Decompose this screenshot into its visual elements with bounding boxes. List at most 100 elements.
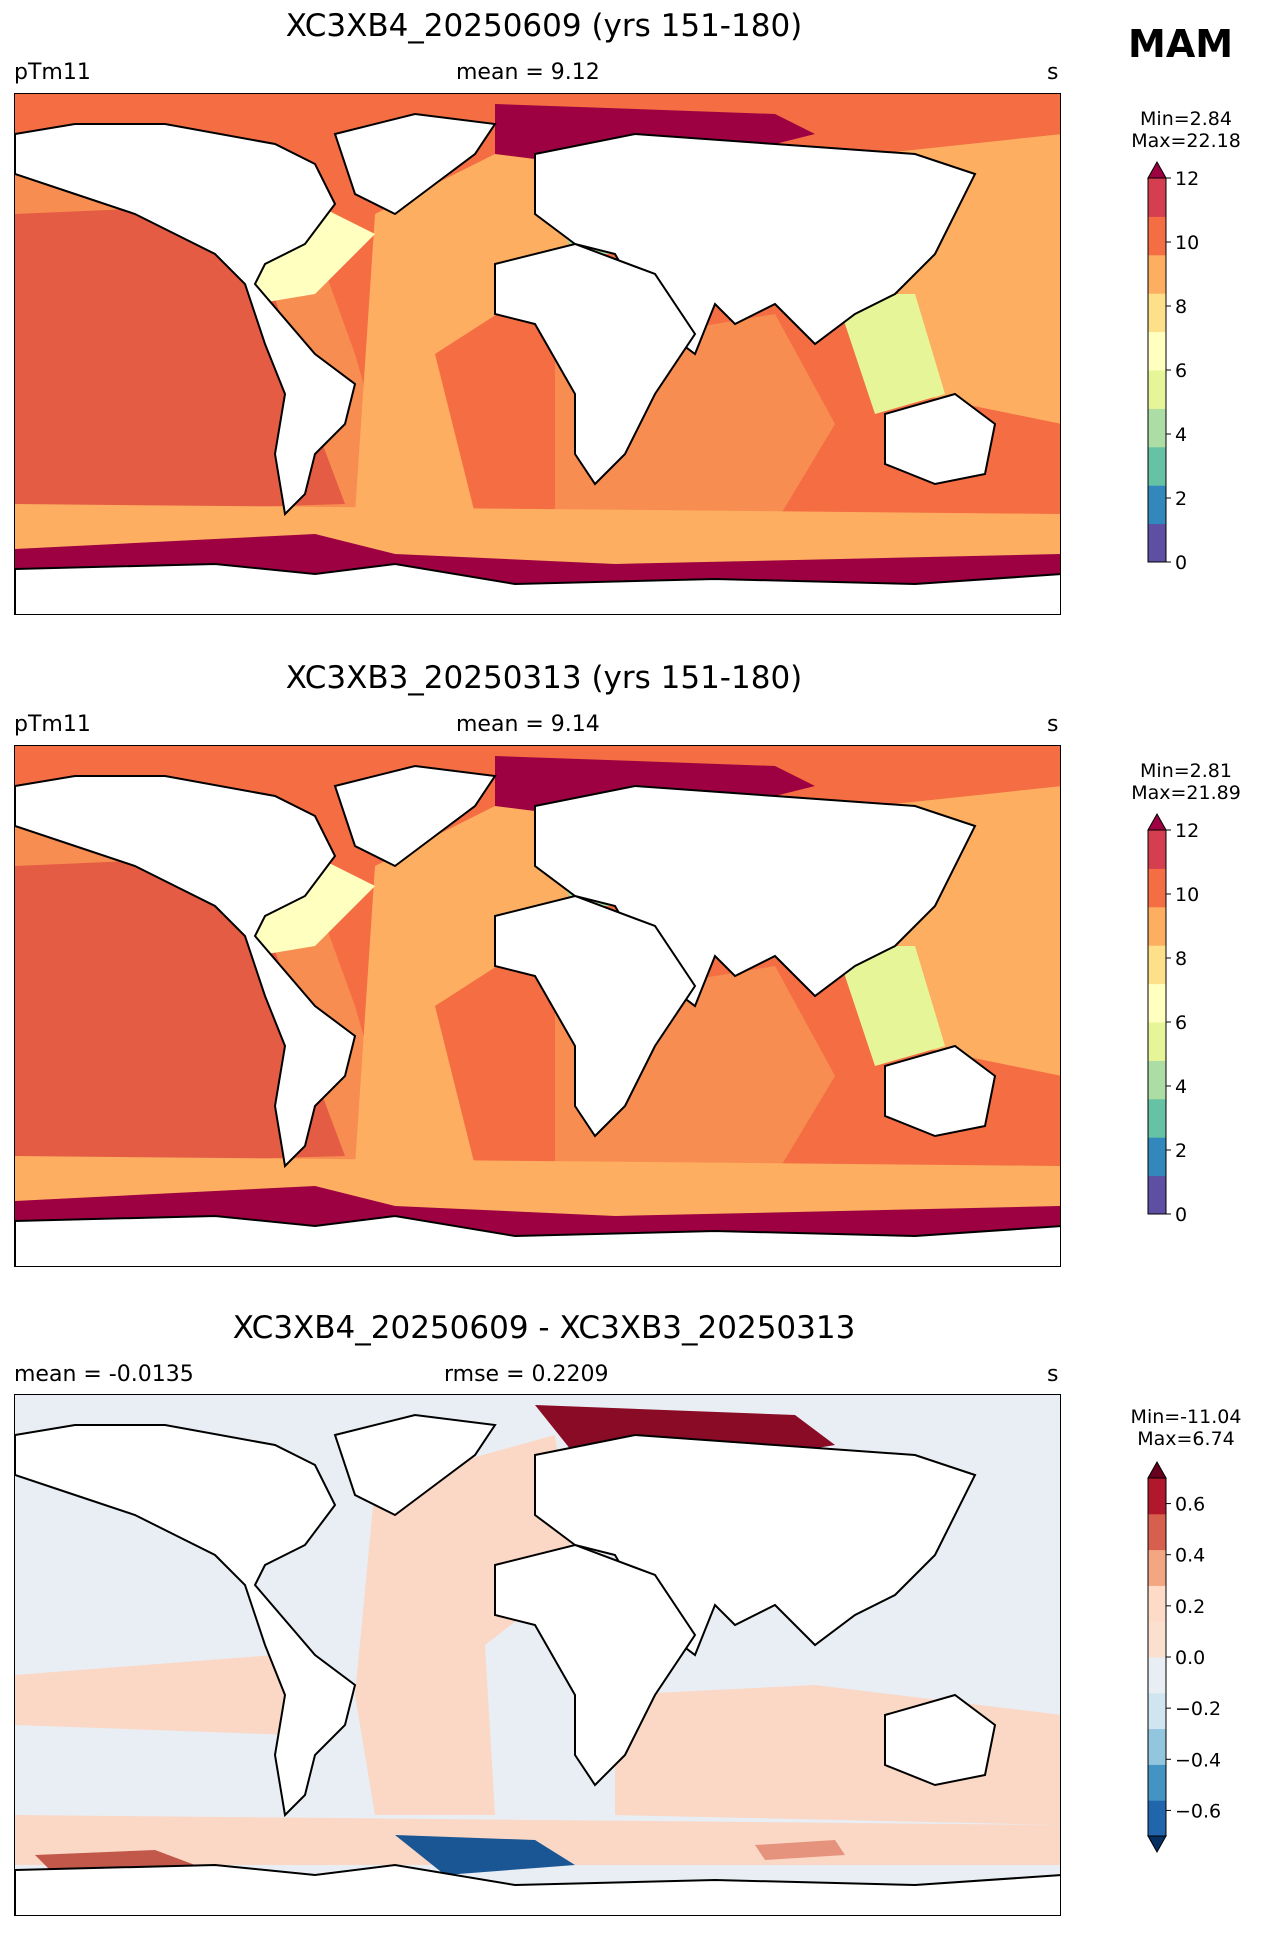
colorbar-tick-label: 8 (1175, 948, 1187, 970)
colorbar-segment (1148, 1800, 1166, 1837)
colorbar-tick-label: 0.2 (1175, 1596, 1205, 1618)
africa-land (494, 1543, 697, 1787)
panel-3-units-label: s (1047, 1362, 1059, 1387)
colorbar-tick-label: −0.4 (1175, 1749, 1221, 1771)
panel-2-units-label: s (1047, 712, 1059, 737)
panel-1-title: XC3XB4_20250609 (yrs 151-180) (285, 8, 803, 44)
greenland-land (333, 764, 497, 868)
colorbar-segment (1148, 830, 1166, 869)
colorbar-segment (1148, 485, 1166, 525)
colorbar-segment (1148, 408, 1166, 448)
colorbar-tick-label: 2 (1175, 1140, 1187, 1162)
panel-3-mean-label: mean = -0.0135 (14, 1362, 194, 1387)
colorbar-segment (1148, 1692, 1166, 1730)
colorbar-tick-label: 12 (1175, 168, 1199, 190)
colorbar-tick-label: 10 (1175, 232, 1199, 254)
africa-land (494, 242, 697, 486)
panel-2-mean-label: mean = 9.14 (456, 712, 600, 737)
colorbar-tick-label: 0 (1175, 552, 1187, 574)
antarctica-land (15, 562, 1060, 614)
colorbar-tick-label: 4 (1175, 424, 1187, 446)
colorbar-tick-label: 10 (1175, 884, 1199, 906)
panel-1-map (14, 93, 1061, 615)
panel-3-min: Min=-11.04 (1130, 1406, 1242, 1428)
atlantic-positive-field (355, 1435, 575, 1815)
panel-2-variable-label: pTm11 (14, 712, 91, 737)
africa-land (494, 894, 697, 1138)
colorbar-extend-min (1147, 1835, 1167, 1854)
colorbar-segment (1148, 906, 1166, 946)
colorbar-segment (1148, 983, 1166, 1023)
southern-indian-positive-anomaly (755, 1840, 845, 1860)
atlantic-field (355, 134, 575, 514)
antarctica-land (15, 1214, 1060, 1266)
colorbar-tick-label: 6 (1175, 360, 1187, 382)
antarctica-land (15, 1863, 1060, 1915)
colorbar-tick-label: 12 (1175, 820, 1199, 842)
colorbar-segment (1148, 1478, 1166, 1515)
colorbar-tick-label: 0.4 (1175, 1545, 1205, 1567)
panel-2-map-svg (15, 746, 1060, 1266)
maritime-field (835, 294, 945, 414)
colorbar-segment (1148, 254, 1166, 294)
colorbar-tick-label: −0.6 (1175, 1800, 1221, 1822)
panel-3-map (14, 1394, 1061, 1916)
panel-3-title: XC3XB4_20250609 - XC3XB3_20250313 (232, 1310, 856, 1346)
colorbar-segment (1148, 1513, 1166, 1551)
weddell-negative-anomaly (395, 1835, 575, 1875)
colorbar-segment (1148, 1585, 1166, 1622)
greenland-land (333, 1413, 497, 1517)
colorbar-segment (1148, 1549, 1166, 1586)
panel-2-max: Max=21.89 (1131, 782, 1241, 804)
colorbar-segment (1148, 1621, 1166, 1658)
atlantic-field (355, 786, 575, 1166)
panel-1-colorbar-svg: 0 2 4 6 8 10 12 (1147, 160, 1199, 574)
americas-land (15, 1424, 357, 1818)
panel-2-map (14, 745, 1061, 1267)
season-label: MAM (1128, 22, 1234, 66)
colorbar-segment (1148, 331, 1166, 371)
panel-2-colorbar-svg: 0 2 4 6 8 10 12 (1147, 812, 1199, 1226)
panel-3-colorbar-svg: −0.6 −0.4 −0.2 0.0 0.2 0.4 0.6 (1147, 1460, 1221, 1854)
panel-2-min: Min=2.81 (1140, 760, 1232, 782)
colorbar-segment (1148, 868, 1166, 908)
panel-3-max: Max=6.74 (1137, 1428, 1235, 1450)
colorbar-tick-label: 8 (1175, 296, 1187, 318)
colorbar-segment (1148, 1098, 1166, 1138)
panel-2-colorbar: 0 2 4 6 8 10 12 (1140, 812, 1230, 1226)
colorbar-tick-label: −0.2 (1175, 1698, 1221, 1720)
colorbar-segment (1148, 1728, 1166, 1765)
panel-1-max: Max=22.18 (1131, 130, 1241, 152)
colorbar-tick-label: 0.6 (1175, 1494, 1205, 1516)
panel-3-colorbar: −0.6 −0.4 −0.2 0.0 0.2 0.4 0.6 (1140, 1460, 1230, 1854)
panel-1-units-label: s (1047, 60, 1059, 85)
colorbar-extend-max (1147, 812, 1167, 831)
colorbar-tick-label: 2 (1175, 488, 1187, 510)
colorbar-segment (1148, 1137, 1166, 1177)
colorbar-segment (1148, 1657, 1166, 1694)
panel-2-title: XC3XB3_20250313 (yrs 151-180) (285, 660, 803, 696)
colorbar-extend-max (1147, 160, 1167, 179)
colorbar-segment (1148, 293, 1166, 333)
australia-land (884, 392, 997, 486)
colorbar-segment (1148, 945, 1166, 985)
colorbar-segment (1148, 446, 1166, 486)
panel-1-colorbar: 0 2 4 6 8 10 12 (1140, 160, 1230, 574)
colorbar-segment (1148, 178, 1166, 217)
americas-land (15, 775, 357, 1169)
panel-3-rmse-label: rmse = 0.2209 (444, 1362, 609, 1387)
colorbar-segment (1148, 523, 1166, 563)
panel-1-min: Min=2.84 (1140, 108, 1232, 130)
colorbar-tick-label: 0.0 (1175, 1647, 1205, 1669)
greenland-land (333, 112, 497, 216)
colorbar-extend-max (1147, 1460, 1167, 1479)
colorbar-segment (1148, 1060, 1166, 1100)
americas-land (15, 123, 357, 517)
colorbar-tick-label: 6 (1175, 1012, 1187, 1034)
colorbar-segment (1148, 1022, 1166, 1061)
panel-3-map-svg (15, 1395, 1060, 1915)
colorbar-segment (1148, 1175, 1166, 1215)
panel-1-map-svg (15, 94, 1060, 614)
colorbar-segment (1148, 1764, 1166, 1801)
colorbar-segment (1148, 216, 1166, 256)
